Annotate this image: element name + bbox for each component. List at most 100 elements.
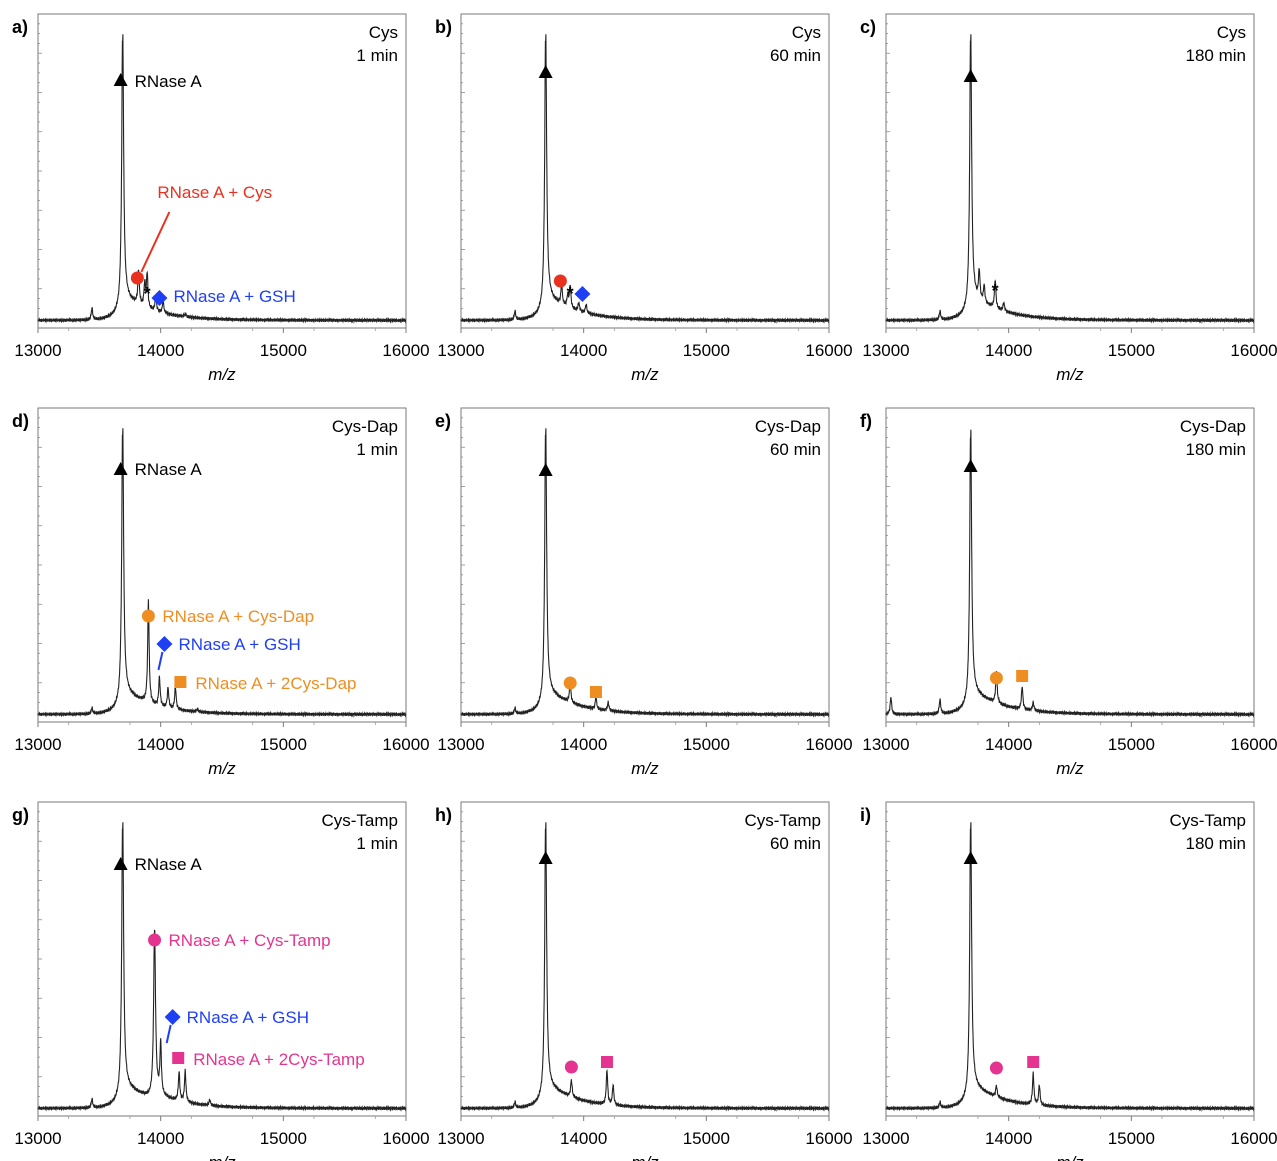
annotation-label: RNase A + Cys-Tamp <box>169 931 331 950</box>
x-tick-label: 16000 <box>382 735 429 754</box>
circle-marker <box>130 271 144 285</box>
circle-marker <box>148 933 162 947</box>
spectrum-trace <box>885 429 1255 718</box>
annotation-label: RNase A + Cys-Dap <box>162 607 314 626</box>
annotation-label: RNase A <box>135 460 203 479</box>
x-tick-label: 16000 <box>805 735 852 754</box>
triangle-marker <box>538 65 553 78</box>
annotation-label: RNase A <box>135 72 203 91</box>
spectrum-trace <box>885 822 1255 1112</box>
x-tick-label: 13000 <box>862 341 909 360</box>
annotation-label: RNase A + 2Cys-Tamp <box>193 1050 365 1069</box>
square-marker <box>1027 1056 1040 1068</box>
x-tick-label: 13000 <box>437 341 484 360</box>
x-tick-label: 15000 <box>1108 1129 1155 1148</box>
spectrum-panel: b) Cys 60 min 13000 14000 15000 16000 m/z * <box>435 13 853 384</box>
x-tick-label: 13000 <box>862 735 909 754</box>
reagent-label: Cys-Dap <box>755 417 821 436</box>
spectrum-panel: h) Cys-Tamp 60 min 13000 14000 15000 16000 m/z <box>435 801 853 1161</box>
x-tick-label: 14000 <box>137 341 184 360</box>
triangle-marker <box>113 73 128 86</box>
x-tick-label: 16000 <box>805 1129 852 1148</box>
x-tick-label: 13000 <box>14 1129 61 1148</box>
triangle-marker <box>963 851 978 864</box>
panel-label: a) <box>12 17 28 37</box>
panel-label: h) <box>435 805 452 825</box>
time-label: 60 min <box>770 834 821 853</box>
annotation-label: RNase A + GSH <box>173 287 295 306</box>
x-axis-label: m/z <box>1056 759 1084 778</box>
panel-label: f) <box>860 411 872 431</box>
x-axis-label: m/z <box>208 365 236 384</box>
panel-label: c) <box>860 17 876 37</box>
x-tick-label: 15000 <box>683 341 730 360</box>
x-tick-label: 15000 <box>260 735 307 754</box>
spectrum-trace <box>460 428 830 718</box>
x-axis-label: m/z <box>631 759 659 778</box>
reagent-label: Cys-Tamp <box>321 811 398 830</box>
time-label: 180 min <box>1186 46 1246 65</box>
spectrum-panel: f) Cys-Dap 180 min 13000 14000 15000 16000 m/z <box>860 407 1277 778</box>
reagent-label: Cys <box>792 23 821 42</box>
x-tick-label: 14000 <box>137 1129 184 1148</box>
panel-label: e) <box>435 411 451 431</box>
triangle-marker <box>963 69 978 82</box>
time-label: 180 min <box>1186 834 1246 853</box>
spectrum-trace <box>37 822 407 1112</box>
annotation-label: RNase A <box>135 855 203 874</box>
x-tick-label: 14000 <box>560 341 607 360</box>
reagent-label: Cys <box>369 23 398 42</box>
x-axis-label: m/z <box>631 1153 659 1161</box>
time-label: 60 min <box>770 46 821 65</box>
annotation-label: RNase A + GSH <box>187 1008 309 1027</box>
circle-marker <box>563 676 577 690</box>
square-marker <box>174 676 187 688</box>
square-marker <box>589 686 602 698</box>
spectrum-trace <box>460 34 830 324</box>
triangle-marker <box>963 459 978 472</box>
square-marker <box>172 1052 185 1064</box>
x-tick-label: 16000 <box>382 1129 429 1148</box>
x-axis-label: m/z <box>631 365 659 384</box>
spectrum-panel: i) Cys-Tamp 180 min 13000 14000 15000 16000 m/z <box>860 801 1277 1161</box>
x-tick-label: 13000 <box>14 735 61 754</box>
x-tick-label: 14000 <box>985 1129 1032 1148</box>
diamond-marker <box>156 636 173 652</box>
panel-label: d) <box>12 411 29 431</box>
reagent-label: Cys-Dap <box>332 417 398 436</box>
panel-label: g) <box>12 805 29 825</box>
triangle-marker <box>538 851 553 864</box>
diamond-marker <box>574 286 591 302</box>
x-tick-label: 14000 <box>985 341 1032 360</box>
x-tick-label: 13000 <box>14 341 61 360</box>
spectrum-trace <box>460 822 830 1112</box>
triangle-marker <box>113 857 128 870</box>
x-tick-label: 16000 <box>805 341 852 360</box>
reagent-label: Cys-Tamp <box>1169 811 1246 830</box>
asterisk-marker: * <box>992 281 999 301</box>
x-tick-label: 13000 <box>862 1129 909 1148</box>
x-tick-label: 15000 <box>260 341 307 360</box>
annotation-label: RNase A + Cys <box>157 183 272 202</box>
spectrum-panel: c) Cys 180 min 13000 14000 15000 16000 m/z * <box>860 13 1277 384</box>
x-tick-label: 13000 <box>437 735 484 754</box>
square-marker <box>1016 670 1029 682</box>
circle-marker <box>564 1060 578 1074</box>
circle-marker <box>989 1061 1003 1075</box>
x-axis-label: m/z <box>1056 365 1084 384</box>
spectrum-trace <box>37 34 407 324</box>
asterisk-marker: * <box>567 284 574 304</box>
x-tick-label: 16000 <box>1230 341 1277 360</box>
annotation-label: RNase A + 2Cys-Dap <box>195 674 356 693</box>
leader-line <box>165 1024 172 1044</box>
time-label: 1 min <box>356 834 398 853</box>
circle-marker <box>989 671 1003 685</box>
asterisk-marker: * <box>144 284 151 304</box>
x-axis-label: m/z <box>208 1153 236 1161</box>
triangle-marker <box>538 463 553 476</box>
reagent-label: Cys <box>1217 23 1246 42</box>
triangle-marker <box>113 462 128 475</box>
x-tick-label: 14000 <box>560 735 607 754</box>
time-label: 1 min <box>356 46 398 65</box>
